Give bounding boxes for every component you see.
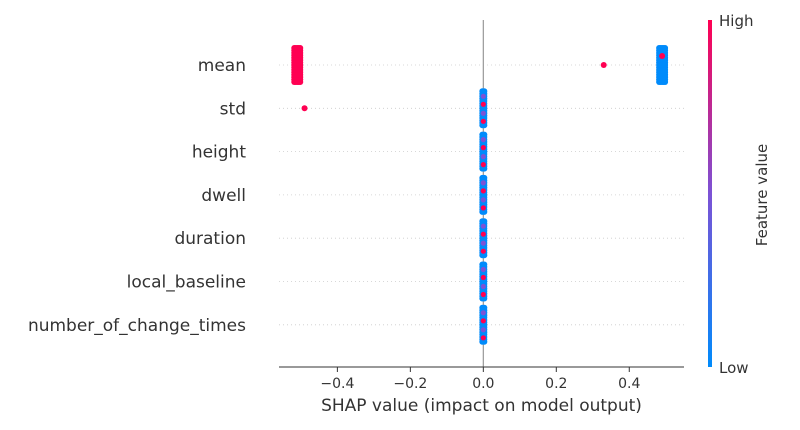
shap-points bbox=[291, 45, 669, 345]
point-height-high bbox=[480, 137, 486, 143]
point-duration-high bbox=[480, 240, 486, 246]
feature-label-std: std bbox=[220, 99, 246, 119]
point-local-baseline-high bbox=[480, 274, 486, 281]
point-mean-high bbox=[297, 79, 304, 85]
colorbar-high-label: High bbox=[719, 12, 753, 30]
point-std-high bbox=[480, 110, 486, 116]
point-local-baseline-high bbox=[480, 266, 486, 273]
colorbar: High Low Feature value bbox=[708, 12, 771, 377]
point-dwell-high bbox=[480, 188, 486, 194]
x-tick-label: 0.2 bbox=[545, 376, 567, 392]
point-mean-high-core bbox=[659, 53, 666, 59]
point-dwell-high bbox=[480, 205, 486, 211]
point-height-high bbox=[480, 162, 486, 168]
colorbar-low-label: Low bbox=[719, 359, 749, 377]
point-std-outlier bbox=[301, 105, 308, 112]
point-local-baseline-high bbox=[480, 291, 486, 298]
x-tick-label: −0.4 bbox=[320, 376, 354, 392]
feature-label-dwell: dwell bbox=[201, 186, 246, 206]
point-dwell-high bbox=[480, 180, 486, 186]
point-std-high bbox=[480, 93, 486, 99]
feature-label-local-baseline: local_baseline bbox=[127, 273, 246, 293]
point-mean-low bbox=[662, 79, 669, 85]
point-duration-high bbox=[480, 248, 486, 254]
point-height-high bbox=[480, 145, 486, 151]
x-axis: −0.4 −0.2 0.0 0.2 0.4 bbox=[279, 366, 684, 392]
feature-label-duration: duration bbox=[174, 229, 246, 249]
point-height-high bbox=[480, 154, 486, 160]
x-tick-label: 0.0 bbox=[472, 376, 494, 392]
feature-label-number-of-change-times: number_of_change_times bbox=[28, 316, 246, 336]
x-ticks: −0.4 −0.2 0.0 0.2 0.4 bbox=[320, 367, 640, 392]
point-local-baseline-high bbox=[480, 283, 486, 290]
x-tick-label: 0.4 bbox=[618, 376, 640, 392]
feature-label-mean: mean bbox=[198, 56, 246, 76]
point-number-of-change-times-high bbox=[480, 335, 486, 341]
point-std-high bbox=[480, 101, 486, 107]
point-duration-high bbox=[480, 231, 486, 237]
colorbar-gradient bbox=[708, 20, 712, 367]
x-tick-label: −0.2 bbox=[393, 376, 427, 392]
point-dwell-high bbox=[480, 197, 486, 203]
x-axis-title: SHAP value (impact on model output) bbox=[321, 396, 642, 416]
feature-labels: mean std height dwell duration local_baseline… bbox=[28, 56, 246, 336]
feature-label-height: height bbox=[192, 143, 247, 163]
point-duration-high bbox=[480, 223, 486, 229]
point-number-of-change-times-high bbox=[480, 327, 486, 333]
colorbar-title: Feature value bbox=[753, 144, 771, 246]
point-std-high bbox=[480, 118, 486, 124]
point-number-of-change-times-high bbox=[480, 318, 486, 324]
point-number-of-change-times-high bbox=[480, 310, 486, 316]
point-mean-outlier bbox=[600, 62, 607, 68]
